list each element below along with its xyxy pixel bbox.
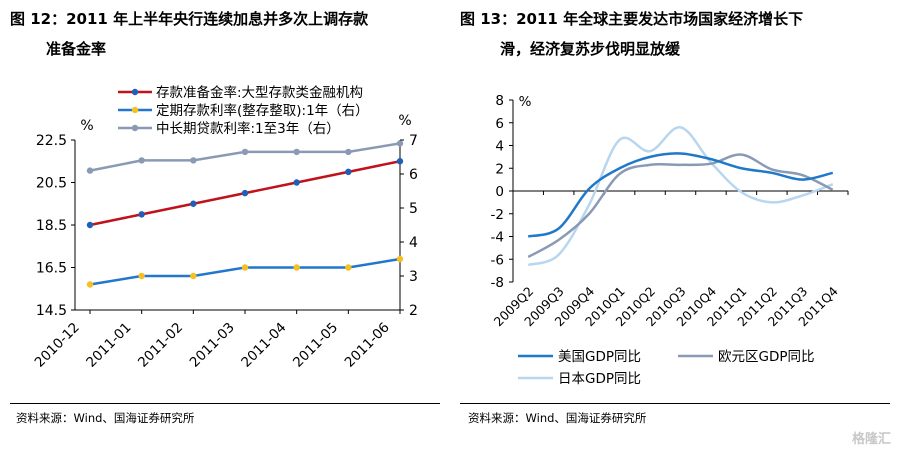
series-line-2: [89, 257, 401, 286]
legend-marker-2: [131, 106, 139, 114]
series-2-point: [345, 264, 352, 271]
series-3-point: [293, 148, 300, 156]
y-tick-label: 0: [495, 184, 504, 200]
series-2-point: [293, 264, 300, 271]
right-source: 资料来源：Wind、国海证券研究所: [468, 411, 647, 425]
y-tick-label: -8: [491, 275, 504, 291]
series-2-point: [241, 264, 249, 271]
series-line-2: [527, 153, 834, 259]
x-tick-label: 2011-02: [135, 320, 186, 371]
right-y-tick-label: 7: [409, 133, 418, 149]
x-tick-label: 2011-04: [238, 320, 289, 371]
left-chart-title-line1: 图 12：2011 年上半年央行连续加息并多次上调存款: [10, 10, 369, 28]
legend-marker-1: [131, 88, 139, 96]
series-1-point: [345, 168, 352, 176]
series-2-point: [396, 255, 404, 263]
y-tick-label: 8: [495, 93, 504, 109]
series-1-point: [86, 221, 94, 229]
left-chart-title-line2: 准备金率: [46, 40, 107, 58]
series-3-point: [190, 157, 197, 164]
left-y-unit: %: [80, 118, 93, 134]
x-tick-label: 2010-12: [32, 320, 83, 371]
right-panel: 图 13：2011 年全球主要发达市场国家经济增长下 滑，经济复苏步伐明显放缓 …: [448, 0, 897, 450]
y-tick-label: -4: [491, 230, 504, 246]
right-y-tick-label: 5: [409, 201, 418, 217]
y-tick-label: 4: [495, 139, 504, 155]
legend-label-2: 定期存款利率(整存整取):1年（右）: [156, 102, 369, 119]
series-3-point: [86, 167, 94, 174]
legend-label-3: 中长期贷款利率:1至3年（右）: [156, 120, 340, 137]
legend-label-3: 日本GDP同比: [558, 371, 641, 387]
right-y-tick-label: 4: [409, 235, 418, 251]
y-unit: %: [519, 94, 532, 110]
series-3-point: [138, 157, 145, 164]
left-y-tick-label: 18.5: [36, 218, 67, 234]
series-2-point: [190, 272, 197, 280]
y-tick-label: -6: [491, 252, 504, 268]
left-y-tick-label: 20.5: [36, 176, 67, 192]
series-3-point: [345, 148, 352, 156]
y-tick-label: 2: [495, 161, 504, 177]
legend-label-1: 美国GDP同比: [558, 349, 641, 365]
left-source: 资料来源：Wind、国海证券研究所: [16, 411, 195, 425]
left-y-tick-label: 22.5: [36, 133, 67, 149]
right-chart-title-line1: 图 13：2011 年全球主要发达市场国家经济增长下: [460, 10, 804, 28]
series-2-point: [86, 281, 94, 288]
series-2-point: [138, 272, 145, 280]
legend-label-1: 存款准备金率:大型存款类金融机构: [156, 84, 363, 101]
series-3-point: [396, 140, 404, 147]
series-1-point: [138, 211, 145, 218]
series-1-point: [396, 158, 404, 165]
series-1-point: [293, 179, 300, 186]
left-panel: 图 12：2011 年上半年央行连续加息并多次上调存款 准备金率 资料来源：Wi…: [0, 0, 448, 450]
right-chart-title-line2: 滑，经济复苏步伐明显放缓: [500, 40, 681, 58]
series-1-point: [190, 200, 197, 207]
right-y-tick-label: 2: [409, 303, 418, 319]
right-y-unit: %: [398, 113, 411, 129]
watermark-logo: 格隆汇: [851, 432, 891, 447]
series-1-point: [241, 189, 249, 197]
series-3-point: [241, 148, 249, 156]
left-y-tick-label: 14.5: [36, 303, 67, 319]
series-line-3: [89, 142, 401, 172]
left-y-tick-label: 16.5: [36, 261, 67, 277]
x-tick-label: 2011-03: [187, 320, 238, 371]
right-y-tick-label: 6: [409, 167, 418, 183]
series-line-3: [527, 126, 834, 267]
legend-label-2: 欧元区GDP同比: [718, 349, 815, 365]
right-source-divider: [460, 403, 890, 404]
series-line-1: [527, 152, 834, 238]
y-tick-label: 6: [495, 116, 504, 132]
x-tick-label: 2011-01: [83, 320, 134, 371]
x-tick-label: 2011-06: [342, 320, 393, 371]
x-tick-label: 2011-05: [290, 320, 341, 371]
y-tick-label: -2: [491, 207, 504, 223]
right-y-tick-label: 3: [409, 269, 418, 285]
left-source-divider: [10, 403, 440, 404]
legend-marker-3: [131, 124, 139, 132]
